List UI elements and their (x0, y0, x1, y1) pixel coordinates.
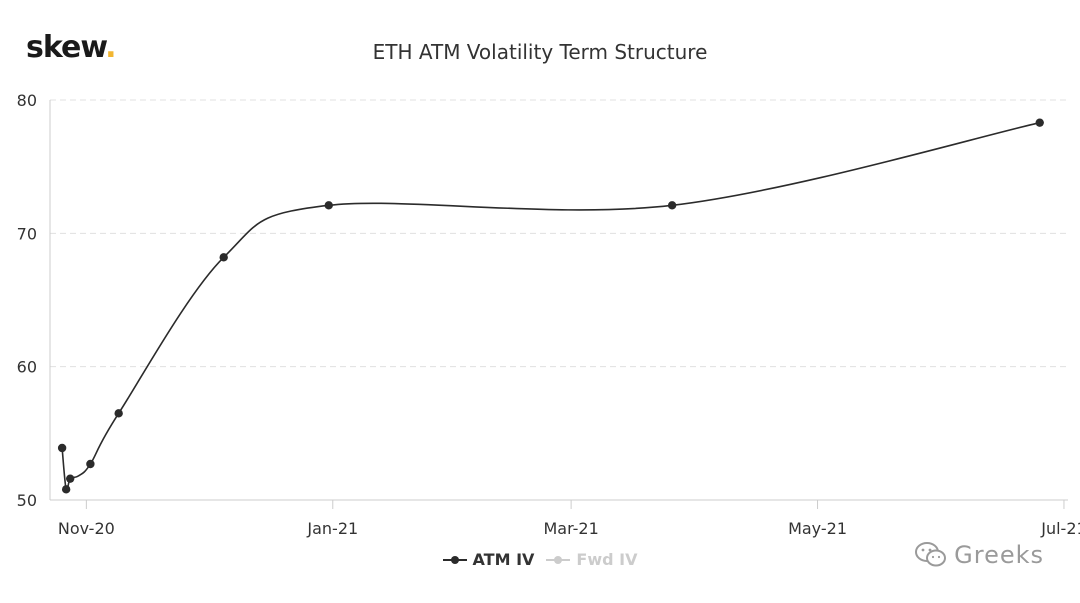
x-tick-label: Jul-21 (1040, 519, 1080, 538)
atm-iv-point (667, 201, 677, 210)
logo-text: skew (26, 30, 106, 65)
legend-item-atm-iv[interactable]: ATM IV (442, 550, 535, 569)
grid-lines (50, 99, 1068, 368)
axes: 50 60 70 80 Nov-20 Jan-21 Mar-21 May-21 Jul-21 (17, 91, 1080, 538)
atm-iv-point (65, 474, 75, 483)
atm-iv-line (61, 121, 1040, 492)
atm-iv-point (1035, 118, 1044, 127)
legend-label-fwd-iv: Fwd IV (576, 550, 638, 569)
atm-iv-point (86, 459, 95, 469)
x-tick-label: Mar-21 (543, 519, 598, 538)
chart-title: ETH ATM Volatility Term Structure (372, 40, 708, 64)
watermark-text: Greeks (954, 541, 1044, 569)
wechat-icon (915, 542, 947, 567)
x-tick-label: May-21 (788, 519, 847, 538)
atm-iv-point (324, 201, 333, 210)
legend-label-atm-iv: ATM IV (472, 550, 535, 569)
x-tick-label: Jan-21 (306, 519, 358, 538)
legend-line-icon (546, 554, 571, 566)
atm-iv-point (61, 485, 71, 494)
y-tick-label: 60 (17, 358, 37, 377)
legend-line-icon (442, 554, 467, 566)
atm-iv-point (219, 253, 228, 262)
logo-dot: . (105, 30, 116, 65)
legend-item-fwd-iv[interactable]: Fwd IV (546, 550, 637, 569)
y-tick-label: 50 (17, 491, 37, 510)
y-tick-label: 80 (17, 91, 37, 110)
series-layer (57, 118, 1044, 494)
y-tick-label: 70 (17, 224, 37, 243)
chart-legend: ATM IV Fwd IV (0, 550, 1080, 569)
atm-iv-point (57, 443, 67, 453)
atm-iv-point (114, 409, 123, 418)
skew-logo: skew. (26, 30, 117, 65)
watermark: Greeks (914, 541, 1044, 569)
x-tick-label: Nov-20 (58, 519, 115, 538)
